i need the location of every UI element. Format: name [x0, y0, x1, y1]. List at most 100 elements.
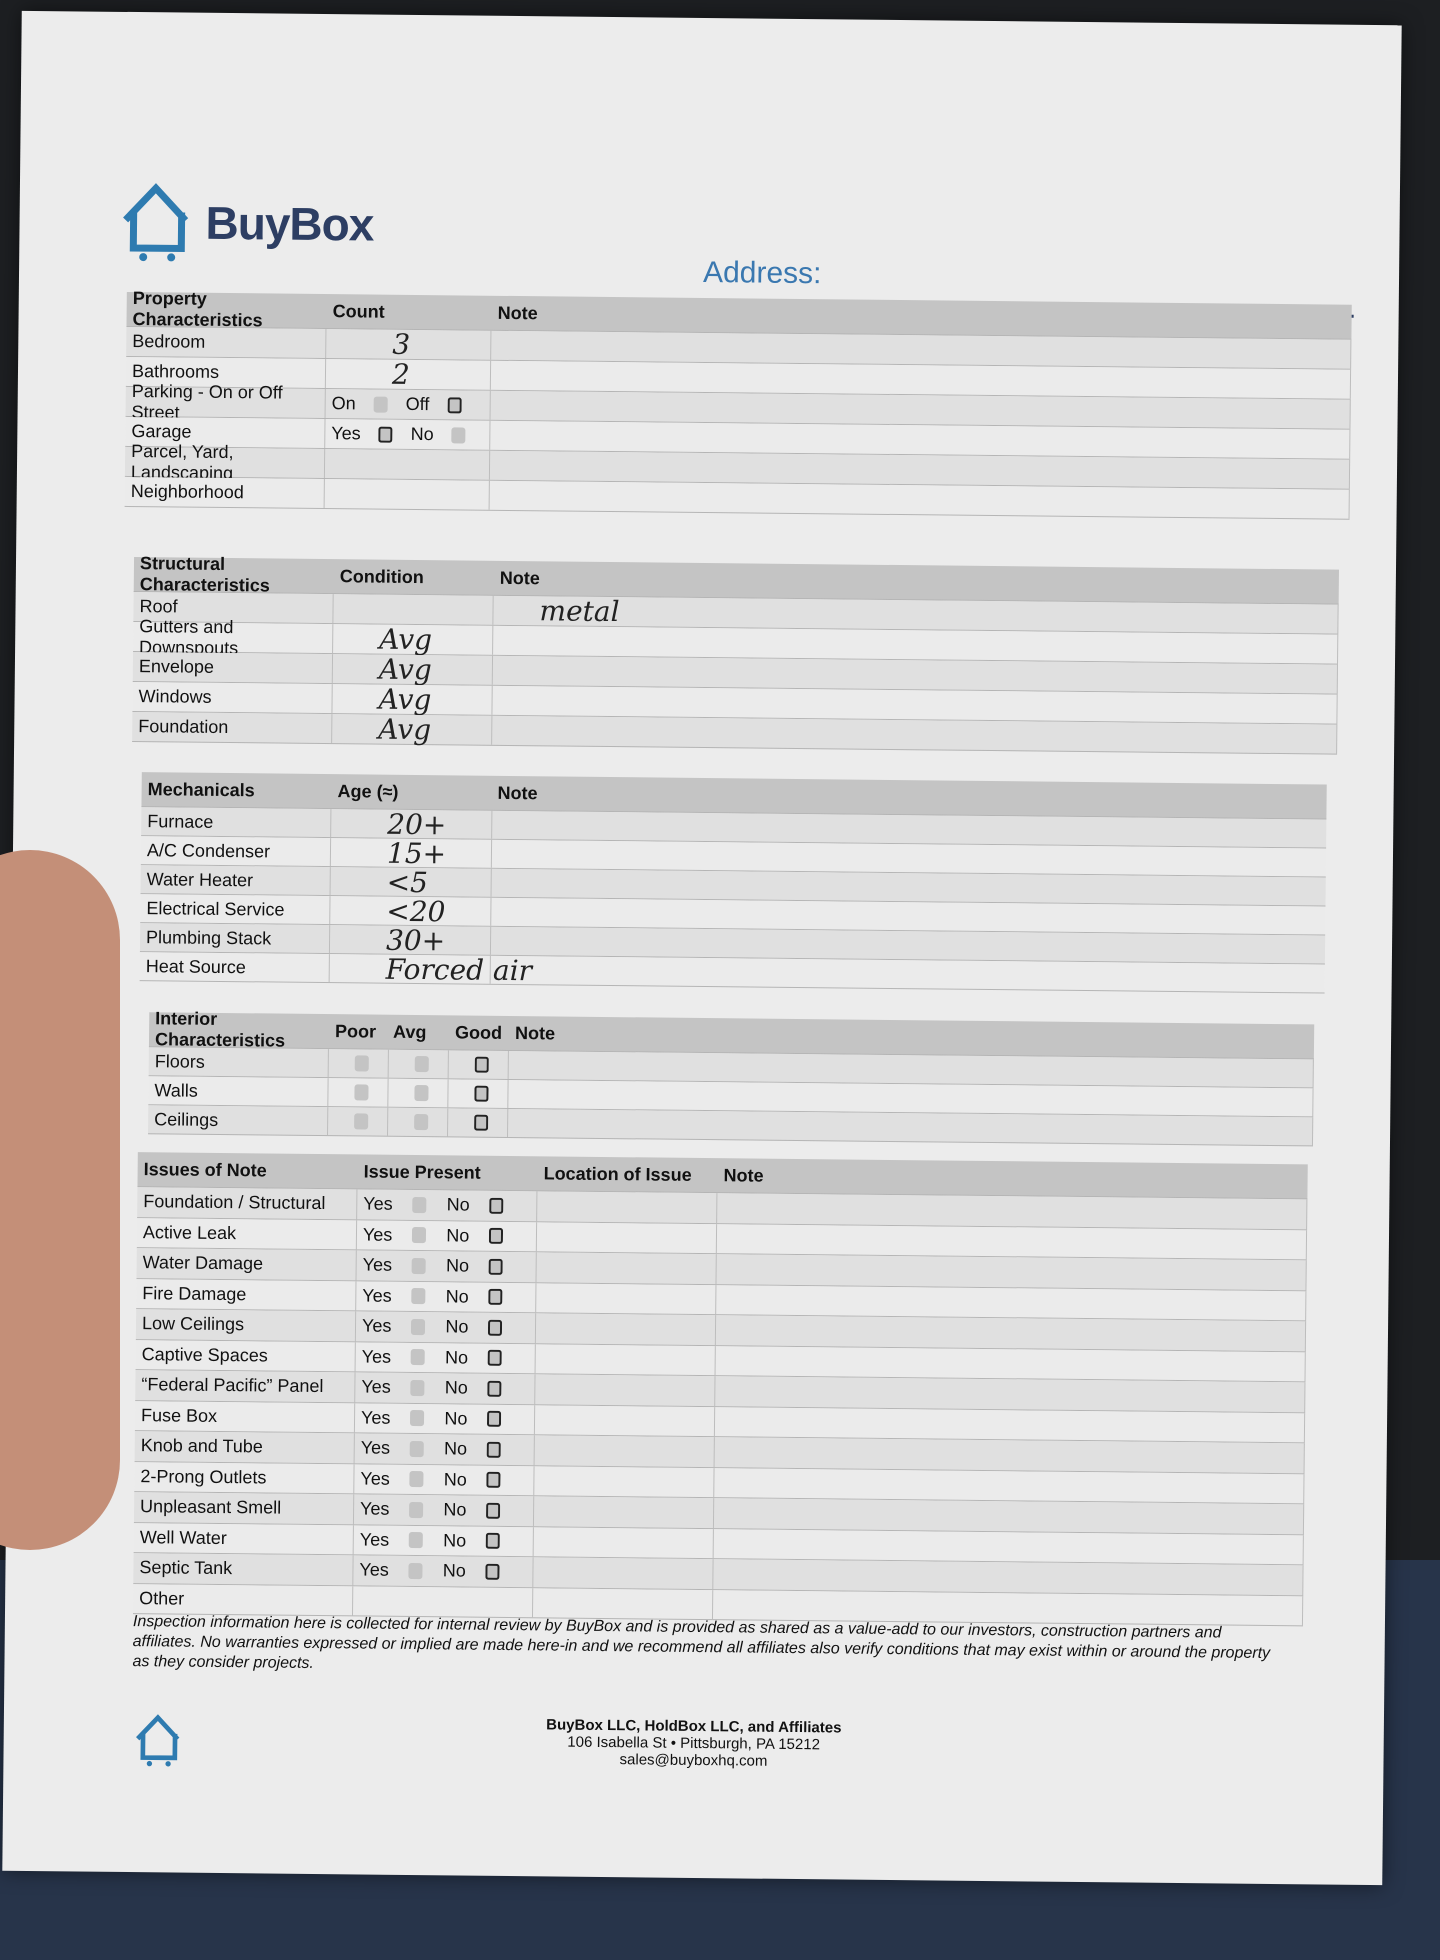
location-cell	[535, 1313, 717, 1345]
note-cell	[717, 1193, 1308, 1229]
column-header: Property Characteristics	[132, 288, 263, 331]
yes-checkbox[interactable]	[410, 1410, 425, 1427]
no-checkbox[interactable]	[489, 1197, 504, 1214]
yes-checkbox[interactable]	[409, 1501, 424, 1518]
handwritten-note: metal	[539, 594, 620, 629]
yes-checkbox[interactable]	[410, 1349, 426, 1366]
option-label: Yes	[331, 423, 361, 444]
rating-checkbox[interactable]	[473, 1114, 488, 1131]
row-label: A/C Condenser	[140, 836, 332, 867]
row-label: Fire Damage	[136, 1278, 357, 1311]
rating-checkbox[interactable]	[353, 1113, 368, 1130]
rating-avg-cell	[388, 1078, 449, 1108]
handwritten-count: 2	[391, 357, 410, 391]
count-cell: Yes No	[325, 419, 491, 450]
no-label: No	[445, 1255, 470, 1276]
column-header: Age (≈)	[337, 780, 399, 802]
column-header: Avg	[393, 1021, 427, 1042]
option-checkbox[interactable]	[378, 426, 393, 443]
rating-checkbox[interactable]	[414, 1055, 429, 1073]
issue-present-cell: Yes No	[355, 1372, 536, 1404]
row-label: Windows	[132, 682, 333, 714]
rating-checkbox[interactable]	[474, 1056, 489, 1073]
rating-checkbox[interactable]	[413, 1084, 429, 1102]
location-cell	[535, 1374, 716, 1406]
yes-checkbox[interactable]	[412, 1227, 427, 1244]
yes-checkbox[interactable]	[409, 1471, 424, 1488]
no-checkbox[interactable]	[486, 1533, 501, 1550]
column-header: Mechanicals	[147, 778, 255, 800]
rating-avg-cell	[388, 1107, 449, 1137]
count-cell: On Off	[325, 389, 491, 420]
row-label: Unpleasant Smell	[133, 1492, 355, 1524]
no-label: No	[446, 1194, 470, 1215]
handwritten-condition: Avg	[378, 652, 432, 687]
house-cart-icon	[136, 1714, 180, 1767]
row-label: Knob and Tube	[134, 1431, 355, 1463]
no-checkbox[interactable]	[489, 1228, 504, 1245]
yes-checkbox[interactable]	[411, 1288, 426, 1305]
location-cell	[533, 1557, 714, 1589]
yes-checkbox[interactable]	[408, 1562, 423, 1579]
issue-present-cell: Yes No	[354, 1402, 536, 1435]
option-checkbox[interactable]	[451, 426, 466, 443]
rating-checkbox[interactable]	[473, 1085, 489, 1102]
location-cell	[533, 1526, 714, 1559]
issue-present-cell: Yes No	[356, 1280, 537, 1313]
yes-checkbox[interactable]	[410, 1440, 425, 1457]
no-label: No	[443, 1530, 467, 1551]
note-cell	[714, 1467, 1305, 1504]
rating-good-cell	[448, 1050, 509, 1079]
no-checkbox[interactable]	[487, 1441, 502, 1458]
issue-present-cell: Yes No	[356, 1219, 538, 1252]
row-label: Electrical Service	[140, 894, 331, 925]
row-label: Well Water	[133, 1522, 354, 1555]
rating-checkbox[interactable]	[354, 1055, 369, 1072]
rating-poor-cell	[328, 1107, 389, 1136]
yes-label: Yes	[363, 1193, 393, 1215]
yes-label: Yes	[360, 1498, 390, 1520]
no-checkbox[interactable]	[488, 1258, 504, 1275]
no-checkbox[interactable]	[487, 1411, 502, 1428]
yes-checkbox[interactable]	[412, 1196, 427, 1213]
no-checkbox[interactable]	[488, 1350, 503, 1367]
rating-checkbox[interactable]	[353, 1084, 369, 1101]
yes-checkbox[interactable]	[410, 1379, 425, 1396]
note-cell	[715, 1315, 1307, 1351]
footer-logo	[133, 1712, 182, 1773]
location-cell	[534, 1404, 716, 1437]
handwritten-condition: Avg	[378, 712, 432, 747]
no-checkbox[interactable]	[486, 1502, 501, 1519]
option-checkbox[interactable]	[373, 396, 388, 413]
count-cell: 2	[325, 357, 492, 391]
option-checkbox[interactable]	[447, 396, 462, 413]
count-cell	[324, 479, 490, 510]
row-label: Neighborhood	[124, 476, 325, 509]
no-label: No	[443, 1469, 467, 1490]
no-checkbox[interactable]	[487, 1380, 502, 1397]
no-checkbox[interactable]	[486, 1472, 501, 1489]
yes-checkbox[interactable]	[411, 1318, 426, 1335]
no-checkbox[interactable]	[488, 1289, 503, 1306]
no-label: No	[446, 1225, 470, 1246]
yes-checkbox[interactable]	[411, 1257, 427, 1274]
column-header: Poor	[335, 1020, 377, 1042]
issue-present-cell: Yes No	[353, 1555, 534, 1587]
brand-logo: BuyBox	[119, 182, 374, 265]
column-header: Structural Characteristics	[139, 553, 270, 596]
no-checkbox[interactable]	[485, 1563, 500, 1580]
column-header: Issue Present	[363, 1160, 481, 1183]
count-cell	[324, 449, 491, 480]
note-cell	[714, 1406, 1306, 1443]
rating-checkbox[interactable]	[413, 1113, 428, 1131]
yes-label: Yes	[361, 1346, 392, 1367]
yes-checkbox[interactable]	[409, 1532, 424, 1549]
no-checkbox[interactable]	[488, 1319, 503, 1336]
brand-name: BuyBox	[205, 196, 374, 251]
option-label: On	[331, 393, 356, 414]
rating-good-cell	[448, 1108, 509, 1137]
note-cell	[716, 1254, 1307, 1290]
yes-label: Yes	[362, 1224, 393, 1245]
location-cell	[536, 1221, 718, 1254]
row-label: Low Ceilings	[135, 1309, 357, 1341]
